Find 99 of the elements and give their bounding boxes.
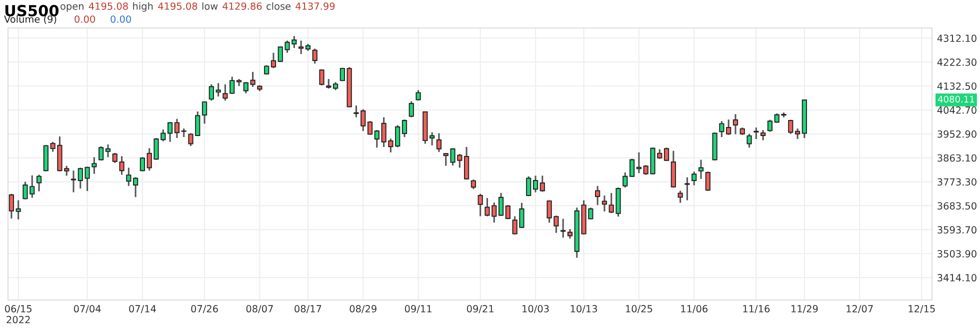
text: 4080.11 xyxy=(938,96,974,103)
text: 4137.99 xyxy=(296,2,335,10)
x-tick-label: 11/16 xyxy=(743,305,770,314)
candlestick xyxy=(402,118,408,138)
candlestick xyxy=(719,120,724,138)
candlestick xyxy=(270,52,276,69)
text: 0.00 xyxy=(110,15,131,23)
candlestick xyxy=(705,170,710,192)
candlestick xyxy=(408,100,414,118)
x-tick-label: 08/17 xyxy=(294,305,322,314)
y-tick-label: 4042.70 xyxy=(937,106,976,114)
candlestick xyxy=(367,120,373,136)
x-tick-label: 06/15 2022 xyxy=(4,305,32,324)
text: Volume (9) xyxy=(4,15,56,24)
candlestick xyxy=(532,174,538,194)
candlestick xyxy=(16,200,21,220)
candlestick xyxy=(754,126,759,140)
candlestick xyxy=(208,84,214,102)
y-tick-label: 3952.90 xyxy=(938,130,976,138)
x-tick-label: 12/15 xyxy=(908,305,935,314)
y-tick-label: 3683.50 xyxy=(938,202,976,210)
candlestick xyxy=(622,172,628,188)
candlestick xyxy=(526,176,532,197)
candlestick xyxy=(602,194,608,212)
candlestick xyxy=(202,100,208,124)
candlestick xyxy=(470,178,476,190)
y-tick-label: 3503.90 xyxy=(938,250,976,258)
y-tick-label: 3863.10 xyxy=(938,154,976,162)
y-tick-label: 4222.30 xyxy=(937,58,976,66)
text: high xyxy=(133,2,153,12)
candlestick xyxy=(498,192,504,217)
candlestick xyxy=(794,128,800,140)
candlestick xyxy=(8,193,14,220)
x-tick-label: 07/04 xyxy=(74,305,101,314)
candlestick xyxy=(478,193,483,217)
candlestick xyxy=(312,48,318,64)
candlestick xyxy=(174,118,180,139)
x-tick-label: 11/29 xyxy=(791,305,818,314)
candlestick xyxy=(746,133,752,148)
candlestick xyxy=(684,176,690,202)
candlestick xyxy=(788,119,794,135)
candlestick xyxy=(126,166,132,187)
candlestick xyxy=(319,68,324,86)
text: close xyxy=(266,2,291,10)
candlestick xyxy=(133,176,138,198)
candlestick xyxy=(92,156,97,175)
x-tick-label: 08/07 xyxy=(246,305,273,314)
candlestick xyxy=(36,174,42,192)
candlestick xyxy=(767,119,773,132)
candlestick xyxy=(760,129,766,142)
text: open xyxy=(60,4,84,12)
candlestick xyxy=(664,146,670,162)
text: 4195.08 xyxy=(88,2,128,10)
candlestick xyxy=(374,129,380,148)
candlestick xyxy=(436,132,442,153)
candlestick xyxy=(464,146,470,180)
candlestick xyxy=(430,132,435,146)
candlestick xyxy=(567,228,573,240)
candlestick xyxy=(140,156,146,172)
x-tick-label: 07/26 xyxy=(191,305,218,314)
candlestick xyxy=(629,158,635,178)
text: 4195.08 xyxy=(158,2,198,10)
x-tick-label: 10/25 xyxy=(626,305,652,314)
candlestick xyxy=(692,170,697,186)
candlestick xyxy=(105,144,111,158)
y-tick-label: 3593.70 xyxy=(938,226,976,234)
candlestick xyxy=(505,204,510,220)
candlestick xyxy=(98,146,104,162)
candlestick xyxy=(167,121,173,143)
x-tick-label: 10/13 xyxy=(570,305,598,314)
y-tick-label: 4312.10 xyxy=(937,34,976,42)
x-tick-label: 08/29 xyxy=(350,305,376,314)
x-tick-label: 12/07 xyxy=(846,305,873,314)
y-tick-label: 4132.50 xyxy=(937,82,976,90)
candlestick xyxy=(70,170,76,194)
candlestick xyxy=(636,152,642,174)
candlestick xyxy=(264,64,270,76)
candlestick xyxy=(416,89,421,102)
y-tick-label: 3414.10 xyxy=(938,274,976,282)
chart-title: US500 xyxy=(5,4,59,16)
candlestick xyxy=(678,190,683,204)
y-tick-label: 3773.30 xyxy=(938,178,976,186)
candlestick xyxy=(732,113,738,135)
text: low xyxy=(202,2,218,10)
text: 0.00 xyxy=(74,15,95,23)
candlestick xyxy=(726,118,732,136)
candlestick xyxy=(326,78,332,90)
candlestick xyxy=(698,158,704,180)
x-tick-label: 11/06 xyxy=(681,305,708,314)
x-tick-label: 09/11 xyxy=(404,305,432,314)
candlestick xyxy=(298,40,304,55)
x-tick-label: 10/03 xyxy=(522,305,549,314)
candlestick xyxy=(540,174,545,192)
candlestick xyxy=(560,218,566,238)
candlestick xyxy=(595,185,600,206)
x-tick-label: 09/21 xyxy=(466,305,494,314)
candlestick xyxy=(216,82,221,98)
text: 4129.86 xyxy=(222,2,262,10)
x-tick-label: 07/14 xyxy=(129,305,156,314)
